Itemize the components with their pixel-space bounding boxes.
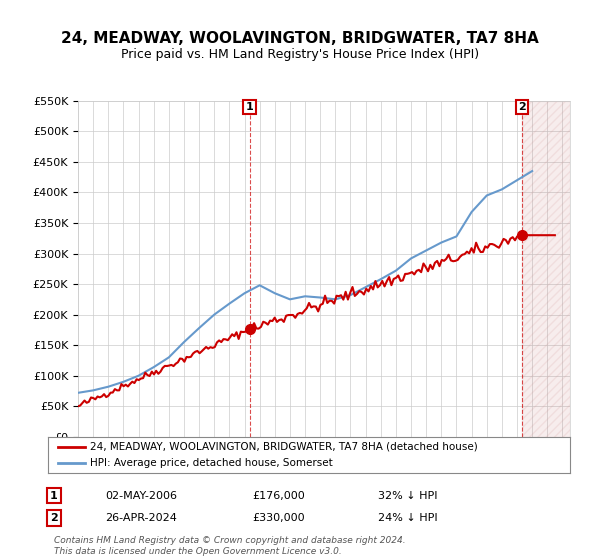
- Text: Contains HM Land Registry data © Crown copyright and database right 2024.
This d: Contains HM Land Registry data © Crown c…: [54, 536, 406, 556]
- Bar: [522, 101, 570, 437]
- Text: 1: 1: [50, 491, 58, 501]
- Text: £176,000: £176,000: [252, 491, 305, 501]
- Text: 1: 1: [245, 102, 253, 112]
- Text: HPI: Average price, detached house, Somerset: HPI: Average price, detached house, Some…: [90, 459, 332, 468]
- Text: 24, MEADWAY, WOOLAVINGTON, BRIDGWATER, TA7 8HA (detached house): 24, MEADWAY, WOOLAVINGTON, BRIDGWATER, T…: [90, 442, 478, 451]
- Text: 26-APR-2024: 26-APR-2024: [105, 513, 177, 523]
- Text: 2: 2: [50, 513, 58, 523]
- Text: Price paid vs. HM Land Registry's House Price Index (HPI): Price paid vs. HM Land Registry's House …: [121, 48, 479, 60]
- Text: 32% ↓ HPI: 32% ↓ HPI: [378, 491, 437, 501]
- Text: 24% ↓ HPI: 24% ↓ HPI: [378, 513, 437, 523]
- Text: 02-MAY-2006: 02-MAY-2006: [105, 491, 177, 501]
- Text: £330,000: £330,000: [252, 513, 305, 523]
- Text: 24, MEADWAY, WOOLAVINGTON, BRIDGWATER, TA7 8HA: 24, MEADWAY, WOOLAVINGTON, BRIDGWATER, T…: [61, 31, 539, 46]
- Text: 2: 2: [518, 102, 526, 112]
